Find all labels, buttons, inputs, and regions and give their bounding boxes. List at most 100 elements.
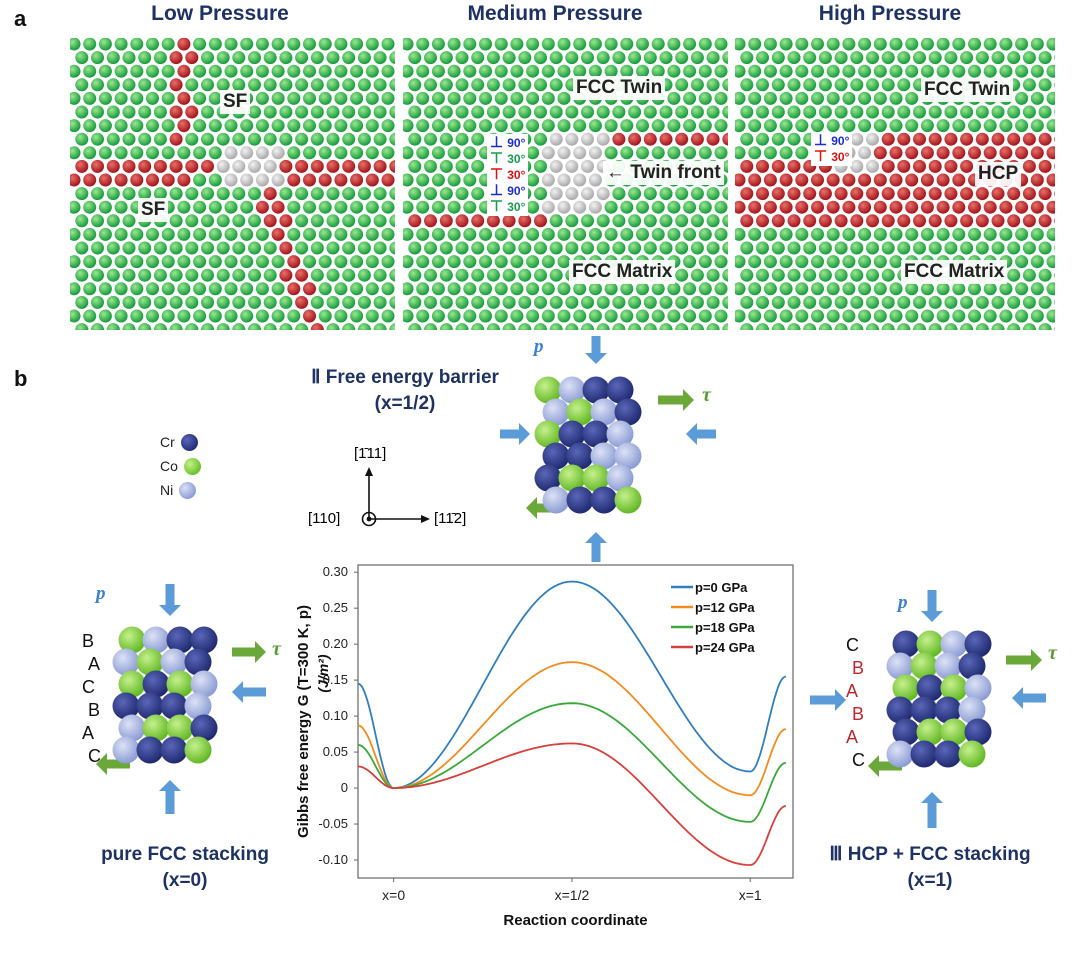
atom-green [850,295,864,309]
atom-green [1046,64,1055,78]
atom-green [381,119,395,133]
atom-green [1054,326,1055,330]
atom-green [659,187,673,201]
state-left-title: pure FCC stacking (x=0) [60,842,310,894]
atom-green [549,241,563,255]
atom-green [318,255,332,269]
label-twin-front: ← Twin front [603,161,724,185]
atom-green [612,241,626,255]
atom-green [565,214,579,228]
atom-green [1007,51,1021,65]
atom-green [216,268,230,282]
atom-green [365,64,379,78]
co-atom [940,674,968,702]
atom-green [431,200,445,214]
atom-gray [557,200,571,214]
cr-atom [886,696,914,724]
dislocation-symbol-icon: ⊥ [490,134,508,151]
atom-green [232,295,246,309]
atom-green [1046,255,1055,269]
atom-green [881,51,895,65]
atom-green [373,51,387,65]
atom-red [310,159,324,173]
atom-red [826,173,840,187]
atom-green [350,282,364,296]
atom-green [588,309,602,323]
atom-green [463,119,477,133]
atom-green [683,200,697,214]
ni-atom [160,648,188,676]
atom-green [479,119,492,133]
atom-green [968,309,981,323]
atom-red [818,214,832,228]
label-twin-front-text: Twin front [630,162,721,183]
atom-green [573,227,587,241]
atom-green [748,146,762,160]
atom-green [565,51,579,65]
atom-green [842,119,856,133]
atom-red [928,132,942,146]
atom-green [756,78,769,92]
atom-green [834,241,848,255]
atom-red [279,214,293,228]
atom-green [850,241,864,255]
atom-green [342,132,356,146]
co-atom-icon [183,457,201,475]
atom-green [714,64,728,78]
atom-green [683,146,697,160]
atom-green [983,282,997,296]
atom-gray [549,159,563,173]
atom-red [138,159,152,173]
atom-gray [581,187,594,201]
y-tick-label: -0.05 [318,816,348,831]
atom-green [98,119,112,133]
atom-green [408,241,422,255]
atom-red [748,200,762,214]
atom-green [177,227,191,241]
atom-green [735,146,746,160]
atom-green [201,78,214,92]
atom-green [334,255,348,269]
atom-green [866,241,879,255]
pressure-arrow-up-icon [159,780,181,814]
atom-green [534,159,547,173]
atom-green [153,323,167,330]
atom-green [271,38,285,51]
co-atom [940,718,968,746]
legend-row-cr: Cr [160,430,201,454]
atom-green [318,282,332,296]
y-tick-label: 0.05 [323,744,348,759]
pressure-arrow-down-icon [585,336,607,364]
atom-green [581,241,594,255]
pressure-arrow-left-icon [686,423,716,445]
atom-green [811,64,824,78]
atom-green [486,78,500,92]
atom-green [91,214,104,228]
atom-red [318,173,332,187]
atom-green [534,295,547,309]
atom-green [771,295,785,309]
atom-green [541,282,555,296]
atom-green [185,323,199,330]
atom-green [447,91,461,105]
atom-green [897,51,911,65]
cr-atom [190,626,218,654]
atom-red [1054,163,1055,170]
cr-atom [958,652,986,680]
atom-green [240,309,254,323]
atom-green [279,78,293,92]
atom-green [1007,295,1021,309]
atom-green [471,187,485,201]
atom-green [620,146,634,160]
atom-green [318,227,332,241]
atom-green [255,38,269,51]
atom-green [373,295,387,309]
atom-green [722,241,728,255]
atom-red [675,132,689,146]
atom-green [122,295,136,309]
atom-green [98,64,112,78]
atom-green [248,78,261,92]
atom-green [659,295,673,309]
atom-green [224,119,238,133]
atom-green [858,119,872,133]
